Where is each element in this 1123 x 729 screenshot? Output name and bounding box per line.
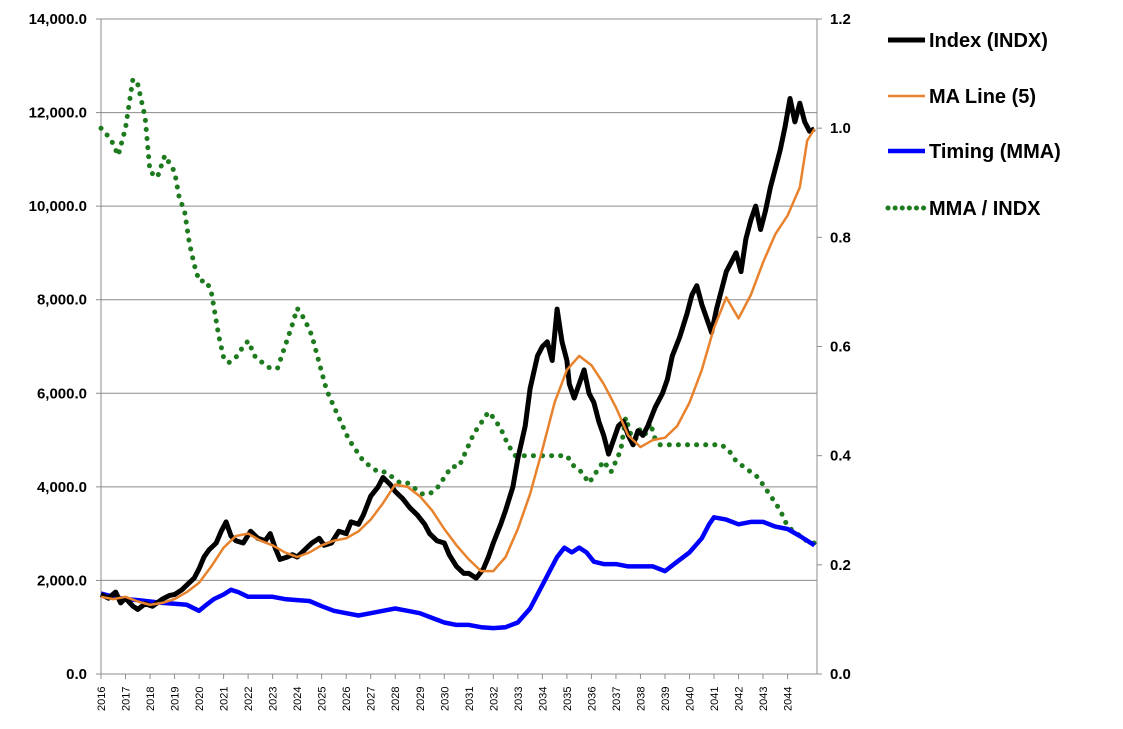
- series-line-timing-mma: [100, 515, 816, 631]
- x-tick-label: 2023: [268, 687, 280, 711]
- legend-label-timing-mma: Timing (MMA): [929, 141, 1061, 163]
- x-tick-label: 2039: [660, 687, 672, 711]
- legend-label-mma-indx: MMA / INDX: [929, 198, 1041, 220]
- x-tick-label: 2042: [734, 687, 746, 711]
- x-tick-label: 2026: [341, 687, 353, 711]
- legend: Index (INDX) MA Line (5) Timing (MMA) MMA /…: [885, 30, 1061, 220]
- x-tick-label: 2024: [292, 687, 304, 711]
- y-left-tick-label: 4,000.0: [37, 479, 87, 496]
- x-tick-label: 2037: [611, 687, 623, 711]
- x-tick-label: 2040: [684, 687, 696, 711]
- x-tick-label: 2018: [145, 687, 157, 711]
- x-tick-label: 2043: [758, 687, 770, 711]
- x-tick-label: 2027: [366, 687, 378, 711]
- x-tick-label: 2034: [537, 687, 549, 711]
- x-tick-label: 2019: [170, 687, 182, 711]
- gridlines: [101, 18, 817, 581]
- y-right-tick-label: 1.2: [830, 11, 851, 28]
- legend-label-index-indx: Index (INDX): [929, 30, 1048, 52]
- y-left-tick-label: 10,000.0: [29, 198, 87, 215]
- x-tick-label: 2032: [488, 687, 500, 711]
- legend-label-ma-line-5: MA Line (5): [929, 86, 1036, 108]
- x-tick-label: 2038: [635, 687, 647, 711]
- y-left-tick-label: 14,000.0: [29, 11, 87, 28]
- y-right-tick-label: 0.8: [830, 229, 851, 246]
- x-tick-label: 2021: [219, 687, 231, 711]
- series-group: [98, 73, 817, 631]
- y-left-tick-label: 6,000.0: [37, 385, 87, 402]
- y-right-tick-label: 0.0: [830, 666, 851, 683]
- y-right-tick-label: 0.4: [830, 448, 852, 465]
- y-right-tick-label: 0.2: [830, 557, 851, 574]
- x-tick-label: 2036: [586, 687, 598, 711]
- x-tick-label: 2028: [390, 687, 402, 711]
- x-tick-label: 2029: [415, 687, 427, 711]
- x-tick-label: 2025: [317, 687, 329, 711]
- y-left-tick-label: 2,000.0: [37, 572, 87, 589]
- x-tick-label: 2035: [562, 687, 574, 711]
- tick-labels: 0.0 2,000.0 4,000.0 6,000.0 8,000.0 10,000.0 1…: [29, 11, 852, 711]
- x-tick-label: 2041: [709, 687, 721, 711]
- y-right-tick-label: 1.0: [830, 120, 851, 137]
- series-line-mma-indx: [98, 73, 817, 546]
- x-tick-label: 2020: [194, 687, 206, 711]
- axes: [96, 18, 822, 679]
- x-tick-label: 2033: [513, 687, 525, 711]
- x-tick-label: 2022: [243, 687, 255, 711]
- x-tick-label: 2030: [439, 687, 451, 711]
- x-tick-label: 2016: [96, 687, 108, 711]
- y-left-tick-label: 0.0: [66, 666, 87, 683]
- y-left-tick-label: 8,000.0: [37, 292, 87, 309]
- series-line-ma-line-5: [100, 128, 816, 607]
- x-tick-label: 2031: [464, 687, 476, 711]
- y-right-tick-label: 0.6: [830, 339, 851, 356]
- series-line-index-indx: [99, 96, 816, 612]
- x-tick-label: 2044: [783, 687, 795, 711]
- x-tick-label: 2017: [121, 687, 133, 711]
- y-left-tick-label: 12,000.0: [29, 105, 87, 122]
